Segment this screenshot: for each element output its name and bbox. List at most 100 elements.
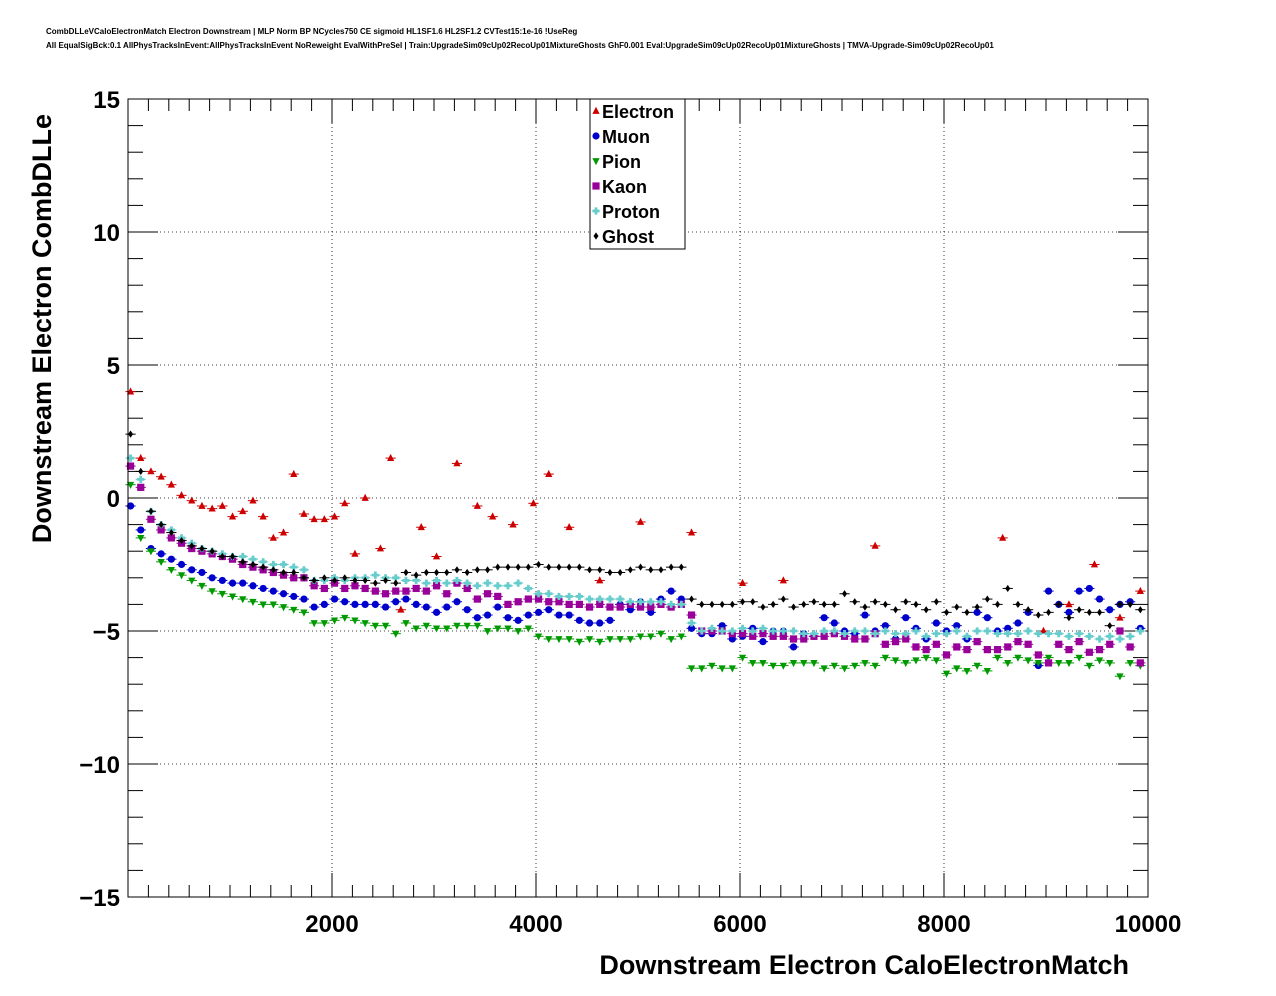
data-point [126, 462, 135, 470]
data-point [524, 584, 532, 593]
data-point [1014, 630, 1022, 638]
data-point [504, 614, 512, 622]
data-point [1024, 657, 1032, 665]
data-point [453, 459, 461, 467]
data-point [485, 566, 491, 574]
legend: Electron Muon Pion Kaon Proton Ghost [589, 98, 686, 250]
data-point [658, 566, 664, 574]
data-point [565, 600, 573, 608]
data-point [158, 521, 164, 529]
data-point [902, 614, 910, 622]
data-point [167, 566, 175, 575]
data-point [514, 579, 522, 587]
data-point [1055, 630, 1063, 638]
data-point [789, 627, 798, 635]
data-point [851, 635, 859, 643]
data-point [881, 654, 889, 662]
legend-marker [592, 106, 600, 114]
data-point [687, 528, 696, 536]
data-point [489, 512, 497, 520]
data-point [801, 600, 807, 608]
data-point [432, 552, 441, 560]
data-point [1015, 600, 1021, 608]
data-point [300, 609, 308, 617]
data-point [973, 627, 981, 635]
data-point [300, 595, 308, 603]
data-point [770, 600, 776, 608]
data-point [310, 515, 318, 523]
data-point [443, 625, 451, 633]
data-point [311, 576, 317, 585]
data-point [1085, 662, 1093, 670]
data-point [473, 622, 481, 630]
data-point [208, 504, 216, 512]
data-point [912, 643, 920, 651]
data-point [738, 578, 747, 586]
data-point [351, 600, 359, 609]
data-point [341, 499, 349, 507]
data-point [851, 662, 859, 670]
data-point [800, 630, 808, 638]
data-point [188, 496, 196, 504]
y-tick-label: −5 [93, 619, 120, 646]
data-point [698, 665, 706, 673]
data-point [453, 598, 461, 606]
data-point [1075, 638, 1083, 646]
data-point [524, 595, 532, 603]
legend-marker [593, 232, 599, 240]
data-point [993, 654, 1002, 662]
data-point [759, 660, 767, 668]
data-point [126, 387, 135, 395]
data-point [310, 603, 318, 611]
data-point [861, 660, 869, 668]
data-point [453, 622, 461, 630]
data-point [596, 595, 604, 603]
data-point [1004, 643, 1012, 651]
data-point [371, 571, 379, 579]
data-point [352, 576, 358, 585]
data-point [290, 563, 298, 571]
data-point [1090, 560, 1099, 568]
data-point [974, 603, 980, 611]
data-point [587, 566, 593, 574]
data-point [228, 593, 237, 601]
data-point [922, 654, 930, 662]
data-point [402, 620, 410, 628]
data-point [555, 592, 563, 601]
data-point [851, 627, 859, 635]
data-point [627, 566, 633, 574]
data-point [413, 571, 419, 579]
data-point [218, 590, 226, 598]
data-point [432, 625, 441, 633]
data-point [606, 636, 614, 644]
data-point [689, 595, 695, 603]
data-point [565, 592, 573, 601]
data-point [198, 568, 206, 577]
data-point [565, 636, 573, 644]
y-tick-label: 0 [107, 486, 120, 513]
data-point [933, 598, 939, 606]
data-point [983, 668, 991, 676]
data-point [376, 544, 385, 552]
data-point [473, 582, 481, 590]
data-point [147, 515, 155, 523]
data-point [923, 606, 929, 614]
data-point [208, 574, 216, 582]
data-point [596, 638, 604, 646]
legend-marker [592, 207, 600, 215]
data-point [546, 563, 552, 571]
data-point [565, 523, 573, 531]
data-point [128, 430, 134, 438]
data-point [1085, 648, 1093, 656]
data-point [932, 657, 940, 665]
legend-marker [592, 132, 600, 140]
data-point [1065, 608, 1073, 616]
data-point [963, 668, 971, 676]
data-point [529, 499, 538, 507]
data-point [1025, 606, 1031, 614]
data-point [126, 454, 135, 462]
data-point [545, 590, 553, 598]
data-point [514, 628, 522, 636]
data-point [626, 598, 634, 606]
data-point [473, 595, 481, 603]
